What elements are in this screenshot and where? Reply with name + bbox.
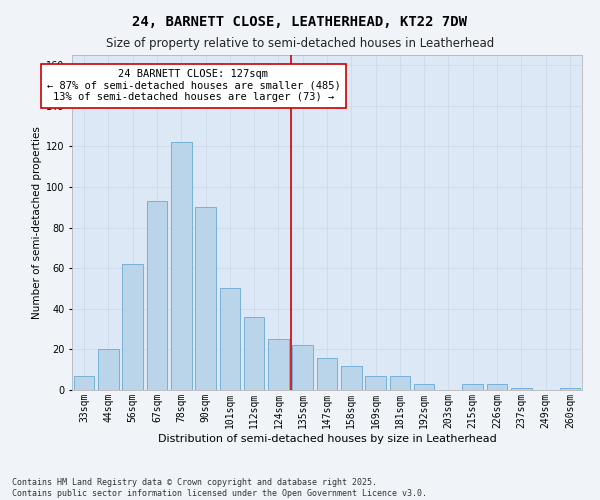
Bar	[244, 317, 265, 390]
Bar	[463, 384, 483, 390]
Bar	[122, 264, 143, 390]
Bar	[74, 376, 94, 390]
Bar	[98, 350, 119, 390]
Bar	[341, 366, 362, 390]
Y-axis label: Number of semi-detached properties: Number of semi-detached properties	[32, 126, 41, 319]
Bar	[487, 384, 508, 390]
Text: Contains HM Land Registry data © Crown copyright and database right 2025.
Contai: Contains HM Land Registry data © Crown c…	[12, 478, 427, 498]
Bar	[268, 339, 289, 390]
Bar	[220, 288, 240, 390]
Bar	[414, 384, 434, 390]
Bar	[317, 358, 337, 390]
Text: Size of property relative to semi-detached houses in Leatherhead: Size of property relative to semi-detach…	[106, 38, 494, 51]
Bar	[365, 376, 386, 390]
Text: 24 BARNETT CLOSE: 127sqm
← 87% of semi-detached houses are smaller (485)
13% of : 24 BARNETT CLOSE: 127sqm ← 87% of semi-d…	[47, 69, 340, 102]
Bar	[389, 376, 410, 390]
X-axis label: Distribution of semi-detached houses by size in Leatherhead: Distribution of semi-detached houses by …	[158, 434, 496, 444]
Bar	[171, 142, 191, 390]
Bar	[511, 388, 532, 390]
Text: 24, BARNETT CLOSE, LEATHERHEAD, KT22 7DW: 24, BARNETT CLOSE, LEATHERHEAD, KT22 7DW	[133, 15, 467, 29]
Bar	[292, 346, 313, 390]
Bar	[560, 388, 580, 390]
Bar	[146, 201, 167, 390]
Bar	[195, 208, 216, 390]
